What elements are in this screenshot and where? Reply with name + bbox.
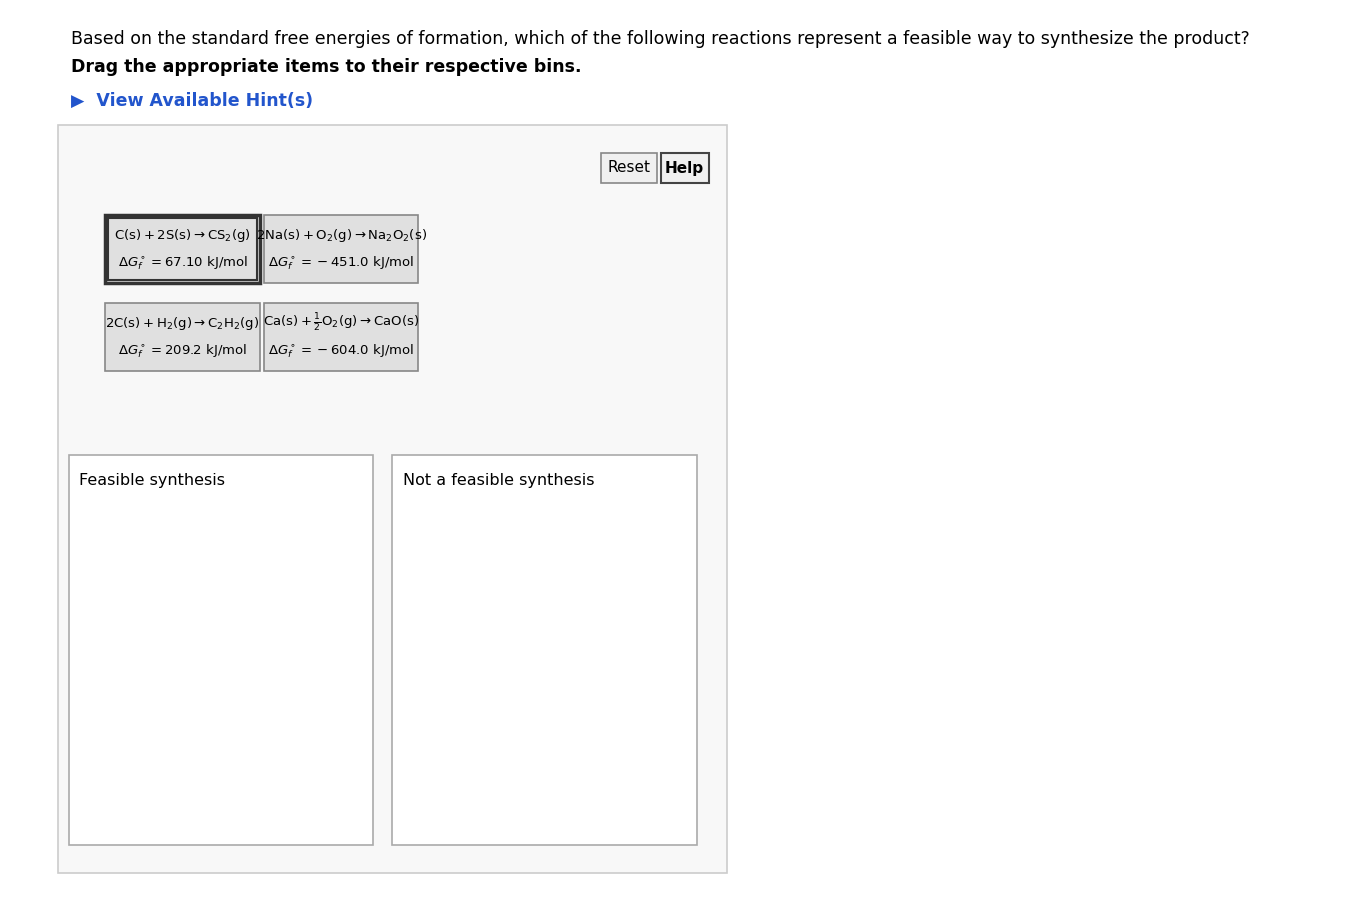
FancyBboxPatch shape [108,218,257,280]
Text: Reset: Reset [608,161,650,175]
Text: $\Delta G_f^\circ = -604.0 \ \mathrm{kJ/mol}$: $\Delta G_f^\circ = -604.0 \ \mathrm{kJ/… [268,342,414,360]
FancyBboxPatch shape [106,303,260,371]
Text: $\Delta G_f^\circ = 67.10 \ \mathrm{kJ/mol}$: $\Delta G_f^\circ = 67.10 \ \mathrm{kJ/m… [118,254,248,272]
FancyBboxPatch shape [393,455,697,845]
Text: Feasible synthesis: Feasible synthesis [79,473,225,488]
Text: $\mathrm{2Na(s) + O_2(g) {\rightarrow} Na_2O_2(s)}$: $\mathrm{2Na(s) + O_2(g) {\rightarrow} N… [256,226,427,243]
Text: $\mathrm{2C(s) + H_2(g) {\rightarrow} C_2H_2(g)}$: $\mathrm{2C(s) + H_2(g) {\rightarrow} C_… [106,314,260,331]
FancyBboxPatch shape [69,455,372,845]
Text: Not a feasible synthesis: Not a feasible synthesis [402,473,594,488]
FancyBboxPatch shape [106,215,260,283]
Text: ▶  View Available Hint(s): ▶ View Available Hint(s) [72,92,313,110]
FancyBboxPatch shape [264,303,418,371]
Text: $\mathrm{Ca(s) + \frac{1}{2}O_2(g) {\rightarrow} CaO(s)}$: $\mathrm{Ca(s) + \frac{1}{2}O_2(g) {\rig… [263,312,420,334]
Text: $\mathrm{C(s) + 2S(s) {\rightarrow} CS_2(g)}$: $\mathrm{C(s) + 2S(s) {\rightarrow} CS_2… [114,226,250,243]
FancyBboxPatch shape [264,215,418,283]
Text: $\Delta G_f^\circ = -451.0 \ \mathrm{kJ/mol}$: $\Delta G_f^\circ = -451.0 \ \mathrm{kJ/… [268,254,414,272]
FancyBboxPatch shape [661,153,708,183]
FancyBboxPatch shape [58,125,727,873]
Text: Help: Help [665,161,704,175]
Text: $\Delta G_f^\circ = 209.2 \ \mathrm{kJ/mol}$: $\Delta G_f^\circ = 209.2 \ \mathrm{kJ/m… [118,342,248,360]
FancyBboxPatch shape [601,153,657,183]
Text: Based on the standard free energies of formation, which of the following reactio: Based on the standard free energies of f… [72,30,1250,48]
Text: Drag the appropriate items to their respective bins.: Drag the appropriate items to their resp… [72,58,582,76]
